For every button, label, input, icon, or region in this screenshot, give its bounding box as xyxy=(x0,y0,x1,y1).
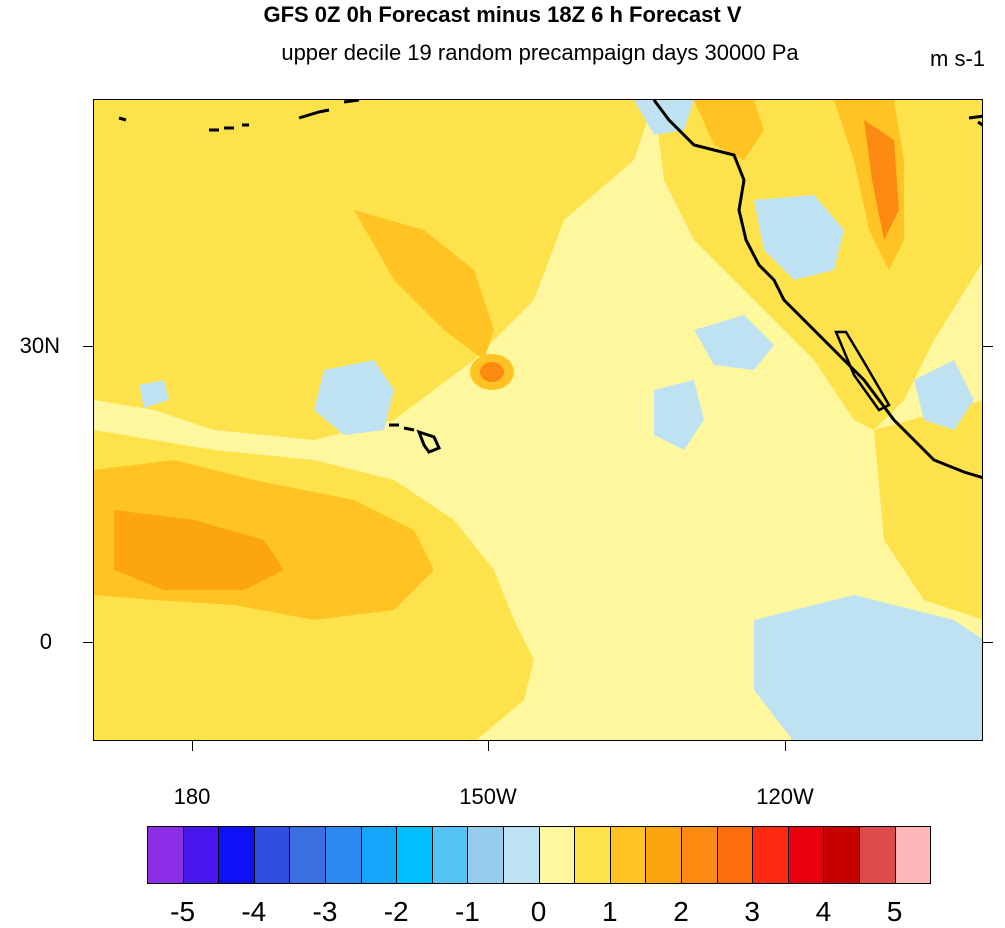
legend-label: -4 xyxy=(241,896,267,927)
legend-swatch xyxy=(289,826,326,884)
legend-swatch xyxy=(645,826,682,884)
legend-swatch xyxy=(147,826,184,884)
legend-swatch xyxy=(325,826,362,884)
map-subtitle: upper decile 19 random precampaign days … xyxy=(281,40,799,65)
lat-tick xyxy=(983,642,993,643)
legend-swatch xyxy=(752,826,789,884)
legend-swatch xyxy=(894,826,932,884)
map-panel xyxy=(93,99,983,741)
lat-tick xyxy=(83,642,93,643)
legend-swatch xyxy=(681,826,718,884)
legend-swatch xyxy=(253,826,291,884)
lon-tick xyxy=(785,741,786,751)
legend-swatch xyxy=(360,826,398,884)
lon-tick xyxy=(488,741,489,751)
legend-swatch xyxy=(431,826,469,884)
lat-label-30n: 30N xyxy=(19,333,60,358)
legend-swatch xyxy=(467,826,504,884)
lat-label-0: 0 xyxy=(39,629,52,654)
legend-label: -3 xyxy=(312,896,338,927)
legend-swatch xyxy=(787,826,825,884)
legend-label: -1 xyxy=(454,896,480,927)
legend-swatch xyxy=(538,826,576,884)
legend-swatch xyxy=(859,826,896,884)
legend-swatch xyxy=(609,826,647,884)
legend-label: -5 xyxy=(170,896,196,927)
legend-swatch xyxy=(823,826,860,884)
lon-tick xyxy=(192,741,193,751)
lon-label-150w: 150W xyxy=(459,784,517,809)
lat-tick xyxy=(983,346,993,347)
map-title: GFS 0Z 0h Forecast minus 18Z 6 h Forecas… xyxy=(263,2,742,27)
legend-label: 2 xyxy=(673,896,689,927)
contour-field xyxy=(94,100,982,740)
legend-swatch xyxy=(716,826,754,884)
legend-label: 4 xyxy=(815,896,832,927)
lon-label-180: 180 xyxy=(173,784,211,809)
legend-swatch xyxy=(218,826,255,884)
legend-swatch xyxy=(396,826,433,884)
lon-label-120w: 120W xyxy=(756,784,814,809)
legend-swatch xyxy=(503,826,540,884)
legend-swatch xyxy=(182,826,220,884)
units-label: m s-1 xyxy=(930,46,985,71)
lat-tick xyxy=(83,346,93,347)
legend-label: 3 xyxy=(744,896,760,927)
legend-label: 0 xyxy=(530,896,547,927)
legend-label: -2 xyxy=(383,896,409,927)
legend-label: 5 xyxy=(886,896,903,927)
legend-swatch xyxy=(574,826,611,884)
legend-label: 1 xyxy=(602,896,618,927)
